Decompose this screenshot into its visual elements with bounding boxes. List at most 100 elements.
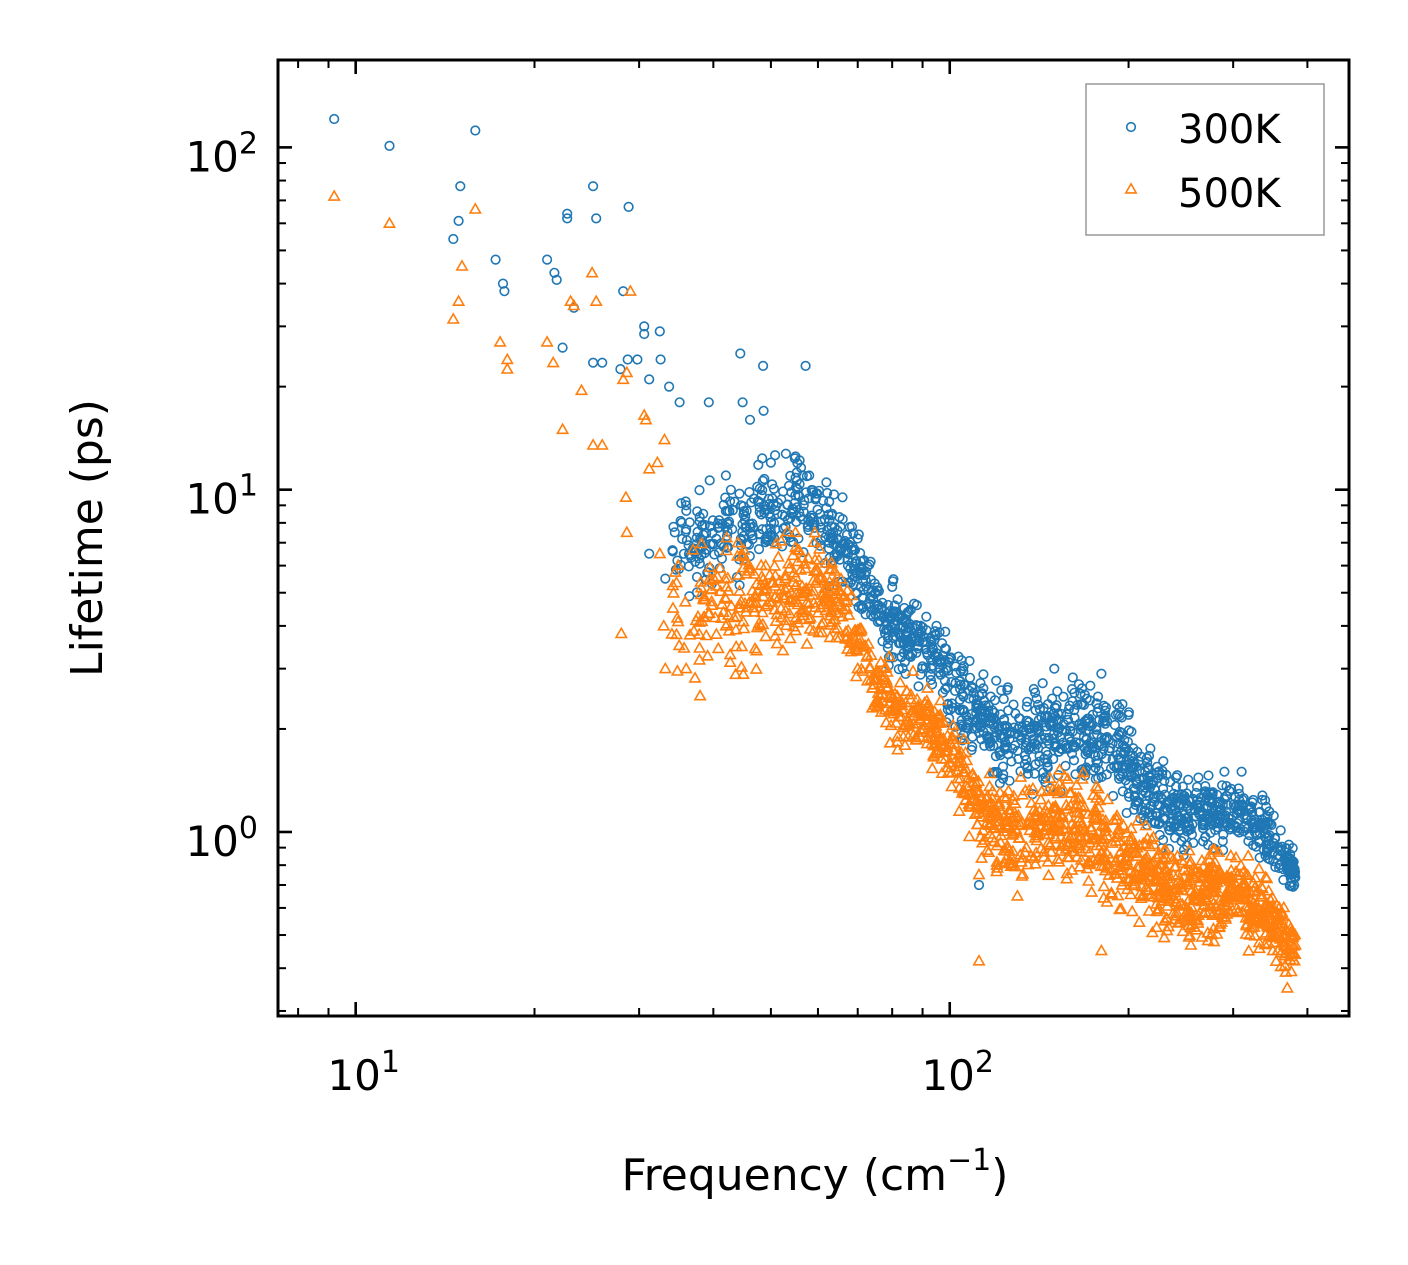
data-point (1016, 732, 1027, 743)
data-point (985, 830, 999, 843)
data-point (925, 761, 939, 774)
data-point (1039, 810, 1053, 823)
data-point (1243, 906, 1257, 918)
data-point (771, 550, 785, 562)
data-point (680, 496, 691, 507)
data-point (925, 674, 937, 686)
data-point (742, 561, 756, 574)
data-point (1070, 797, 1084, 809)
data-point (735, 549, 749, 562)
data-point (639, 328, 650, 340)
data-point (1259, 870, 1273, 882)
x-tick-label: 102 (921, 1045, 994, 1100)
data-point (933, 730, 947, 742)
x-axis-label-text: Frequency (cm (622, 1150, 948, 1201)
data-point (765, 457, 777, 468)
data-point (1038, 767, 1049, 778)
data-point (1159, 775, 1170, 786)
data-point (950, 764, 964, 777)
data-point (846, 557, 858, 568)
data-point (1012, 745, 1023, 757)
data-point (891, 729, 905, 742)
data-point (696, 535, 707, 546)
data-point (742, 564, 756, 576)
data-point (1038, 827, 1052, 840)
data-point (499, 286, 510, 297)
data-point (789, 592, 803, 605)
data-point (800, 582, 814, 595)
data-point (1274, 945, 1288, 958)
data-point (1165, 776, 1176, 788)
data-point (1118, 839, 1132, 852)
data-point (1187, 819, 1198, 830)
data-point (922, 708, 937, 720)
data-point (694, 511, 705, 523)
data-point (721, 571, 735, 583)
data-point (1009, 822, 1023, 834)
data-point (797, 470, 808, 481)
data-point (983, 705, 994, 717)
data-point (1209, 881, 1223, 894)
data-point (1105, 887, 1119, 899)
data-point (778, 571, 792, 584)
data-point (620, 525, 634, 538)
data-point (901, 609, 912, 620)
data-point (729, 667, 743, 680)
data-point (1091, 781, 1105, 794)
data-point (736, 667, 750, 679)
data-point (770, 501, 782, 512)
data-point (909, 732, 923, 745)
legend-box (1085, 83, 1325, 236)
data-point (329, 113, 340, 125)
data-point (771, 591, 785, 604)
data-point (792, 543, 806, 556)
data-point (764, 575, 779, 588)
data-point (1157, 883, 1171, 896)
data-point (973, 879, 985, 891)
data-point (702, 606, 716, 618)
data-point (1218, 829, 1229, 840)
data-point (1028, 857, 1042, 869)
data-point (1145, 743, 1156, 754)
data-point (1202, 853, 1216, 865)
data-point (965, 768, 979, 780)
data-point (759, 473, 770, 485)
data-point (738, 501, 749, 512)
data-point (1017, 726, 1028, 737)
data-point (916, 722, 930, 734)
data-point (709, 579, 723, 591)
data-point (1033, 726, 1045, 737)
data-point (747, 521, 759, 533)
data-point (1125, 766, 1136, 778)
data-point (727, 610, 741, 623)
data-point (1058, 769, 1072, 781)
data-point (1129, 790, 1140, 801)
data-point (1285, 937, 1299, 950)
data-point (1029, 805, 1043, 817)
data-point (733, 584, 747, 596)
data-point (1031, 739, 1042, 750)
data-point (808, 600, 822, 612)
data-point (882, 649, 896, 662)
data-point (1063, 831, 1077, 844)
data-point (1101, 792, 1115, 805)
data-point (737, 543, 751, 555)
data-point (758, 405, 769, 416)
data-point (1114, 730, 1125, 741)
data-point (1050, 741, 1061, 753)
data-point (754, 483, 765, 494)
data-point (1254, 916, 1268, 929)
data-point (1284, 863, 1295, 874)
data-point (845, 634, 859, 647)
data-point (1027, 851, 1041, 863)
data-point (984, 811, 998, 823)
data-point (1081, 715, 1092, 727)
data-point (1065, 725, 1076, 736)
data-point (727, 524, 738, 535)
data-point (670, 611, 684, 623)
data-point (549, 267, 560, 278)
data-point (737, 397, 748, 408)
data-point (1065, 721, 1076, 732)
data-point (623, 284, 637, 296)
data-point (797, 514, 808, 525)
